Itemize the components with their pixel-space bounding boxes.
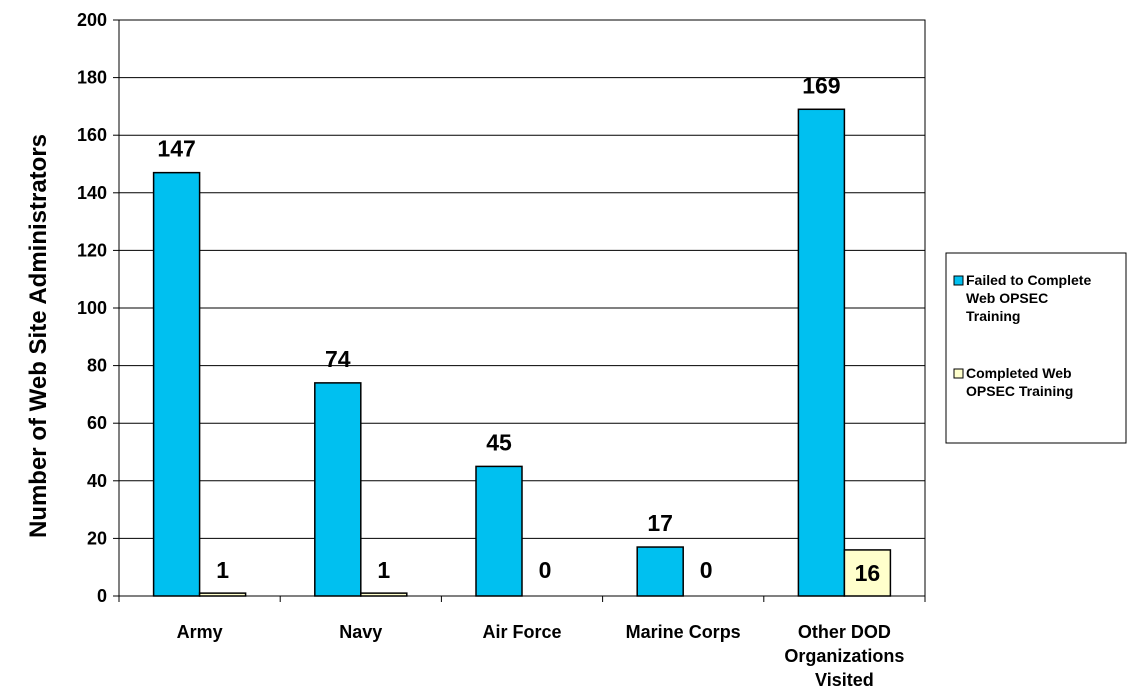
bars <box>152 108 892 597</box>
category-labels: Army Navy Air Force Marine Corps Other DOD Or… <box>177 622 905 690</box>
legend-box <box>945 252 1127 444</box>
data-label: 0 <box>539 557 552 583</box>
data-label: 16 <box>855 560 881 586</box>
category-label: Other DOD <box>798 622 891 642</box>
legend-label: Training <box>966 308 1020 324</box>
legend-label: Failed to Complete <box>966 272 1091 288</box>
legend-label: Web OPSEC <box>966 290 1048 306</box>
y-tick-label: 100 <box>77 298 107 318</box>
y-tick-label: 160 <box>77 125 107 145</box>
data-label: 0 <box>700 557 713 583</box>
data-label: 1 <box>377 557 390 583</box>
y-tick-labels: 0 20 40 60 80 100 120 140 160 180 200 <box>77 10 107 606</box>
y-tick-label: 80 <box>87 356 107 376</box>
y-axis-label: Number of Web Site Administrators <box>25 134 52 538</box>
data-label: 74 <box>325 346 351 372</box>
category-label: Organizations <box>784 646 904 666</box>
legend-swatch <box>953 275 964 286</box>
plot-frame <box>118 19 926 597</box>
bar <box>797 108 846 597</box>
data-labels: 147 74 45 17 169 1 1 0 0 16 <box>157 72 880 586</box>
category-label: Marine Corps <box>626 622 741 642</box>
legend-swatch <box>953 368 964 379</box>
y-tick-label: 40 <box>87 471 107 491</box>
y-tick-label: 180 <box>77 68 107 88</box>
category-label: Air Force <box>482 622 561 642</box>
legend: Failed to Complete Web OPSEC Training Compl… <box>945 252 1127 444</box>
data-label: 45 <box>486 429 512 455</box>
bar <box>475 465 523 597</box>
data-label: 17 <box>647 510 673 536</box>
data-label: 1 <box>216 557 229 583</box>
bar <box>314 382 362 597</box>
category-label: Army <box>177 622 223 642</box>
legend-label: OPSEC Training <box>966 383 1073 399</box>
category-label: Navy <box>339 622 382 642</box>
bar <box>636 546 684 597</box>
legend-label: Completed Web <box>966 365 1072 381</box>
data-label: 147 <box>157 136 195 162</box>
y-tick-label: 20 <box>87 528 107 548</box>
y-tick-label: 120 <box>77 240 107 260</box>
y-tick-label: 140 <box>77 183 107 203</box>
bar <box>152 171 201 597</box>
data-label: 169 <box>802 72 840 98</box>
axes <box>113 19 926 602</box>
y-tick-label: 60 <box>87 413 107 433</box>
y-tick-label: 0 <box>97 586 107 606</box>
category-label: Visited <box>815 670 874 690</box>
y-tick-label: 200 <box>77 10 107 30</box>
